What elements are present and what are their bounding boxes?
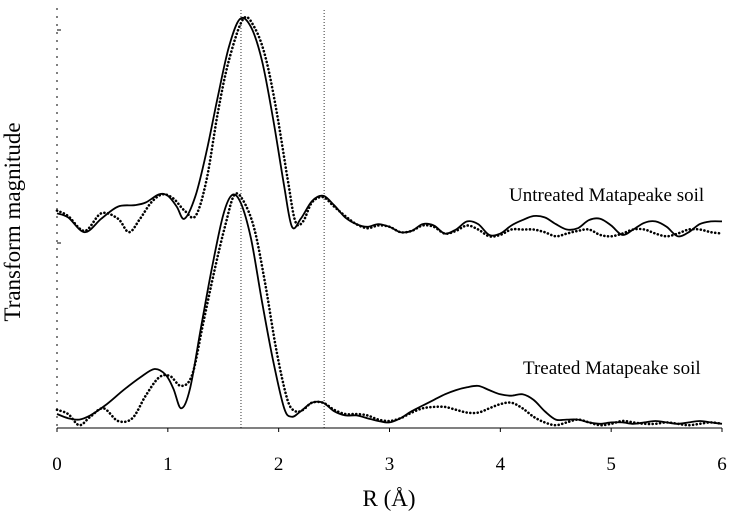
y-axis-title: Transform magnitude <box>0 122 25 321</box>
series-layer <box>55 15 724 427</box>
reference-lines <box>240 10 325 428</box>
series-label-untreated: Untreated Matapeake soil <box>509 185 704 206</box>
x-tick-label: 3 <box>385 454 395 475</box>
x-tick-label: 4 <box>496 454 506 475</box>
x-tick-label: 5 <box>606 454 616 475</box>
untreated-experimental-curve <box>56 16 723 238</box>
series-label-treated: Treated Matapeake soil <box>523 358 701 379</box>
x-tick-label: 6 <box>717 454 727 475</box>
x-tick-label: 0 <box>52 454 62 475</box>
untreated-fit-curve <box>55 15 724 238</box>
x-tick-label: 1 <box>163 454 173 475</box>
treated-fit-curve <box>55 192 724 427</box>
x-axis-title: R (Å) <box>362 486 415 511</box>
x-tick-label: 2 <box>274 454 284 475</box>
x-ticks: 0 1 2 3 4 5 6 <box>52 29 727 475</box>
treated-experimental-curve <box>56 193 723 425</box>
